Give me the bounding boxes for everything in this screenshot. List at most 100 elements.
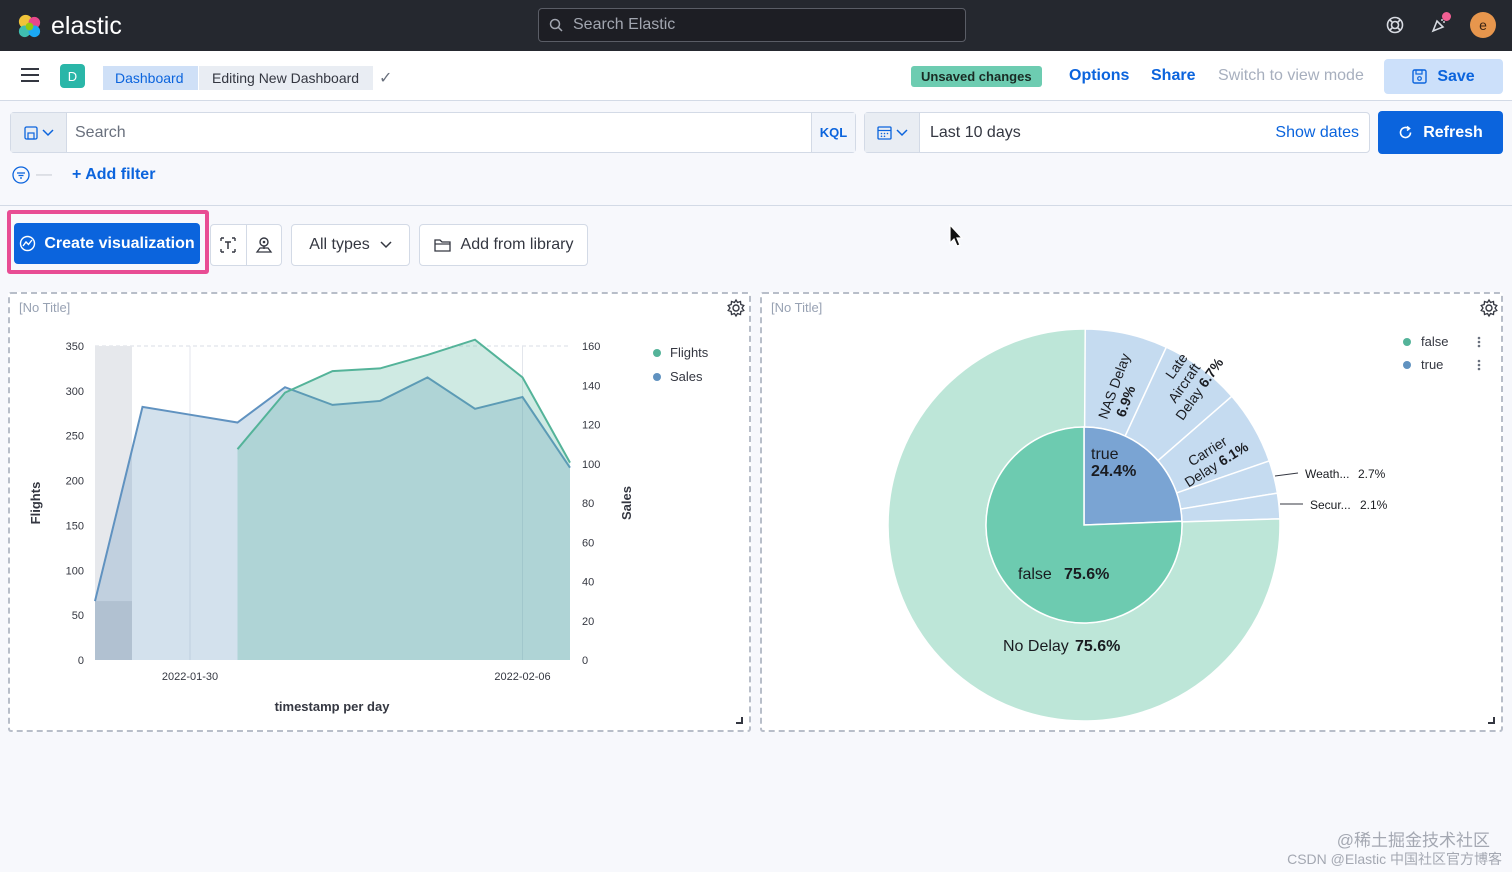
refresh-icon [1399,125,1412,139]
folder-icon [433,239,451,252]
breadcrumb-dashboard[interactable]: Dashboard [103,66,198,90]
legend-item: Flights [670,345,709,360]
area-chart: 0 50 100 150 200 250 300 350 0 20 40 60 80 100 120 140 1… [28,338,709,714]
y-tick-label: 150 [66,520,84,532]
quick-button-group [210,224,282,266]
chevron-down-icon [895,128,908,136]
pie-inner-label: false [1018,566,1052,583]
highlight-box [7,210,209,274]
query-search-input[interactable]: Search [75,123,126,141]
user-avatar[interactable]: e [1470,12,1496,38]
y2-tick-label: 80 [582,498,594,510]
flights-line [236,338,571,464]
y2-tick-label: 40 [582,577,594,589]
y2-axis-title: Sales [619,486,634,520]
panel-title: [No Title] [771,300,823,315]
notification-dot [1442,12,1451,21]
filter-menu-icon[interactable] [12,166,30,184]
pie-outer-value: 2.1% [1360,498,1388,512]
y2-tick-label: 100 [582,459,600,471]
partial-bucket [95,346,132,660]
chevron-down-icon [380,241,392,249]
query-language-button[interactable]: KQL [811,113,855,152]
switch-view-mode-link[interactable]: Switch to view mode [1218,67,1364,84]
add-from-library-label: Add from library [460,236,574,253]
quick-date-menu-button[interactable] [865,113,920,152]
query-bar: Search KQL [10,112,856,153]
create-visualization-label: Create visualization [44,234,195,252]
space-avatar[interactable]: D [60,64,85,88]
legend-dot [653,373,661,381]
options-link[interactable]: Options [1069,67,1130,84]
y-tick-label: 250 [66,431,84,443]
logo-text: elastic [51,12,122,40]
watermark-line2: CSDN @Elastic 中国社区官方博客 [1287,851,1502,867]
filter-separator: — [36,166,52,183]
legend-item: false [1421,334,1448,349]
legend-options-icon [1477,344,1481,348]
pie-outer-label: Secur... [1310,498,1351,512]
refresh-button[interactable]: Refresh [1378,111,1503,154]
legend-item: Sales [670,369,703,384]
text-icon[interactable] [211,225,247,265]
chevron-down-icon [41,128,54,136]
menu-icon[interactable] [21,68,39,83]
y-tick-label: 100 [66,565,84,577]
all-types-dropdown[interactable]: All types [291,224,410,266]
save-button[interactable]: Save [1384,59,1503,94]
panel-pie-chart: [No Title] true 24.4% false 75.6% No Delay … [760,292,1503,732]
pie-outer-value: 2.7% [1358,467,1386,481]
help-icon[interactable] [1382,12,1408,38]
date-picker: Last 10 days Show dates [864,112,1370,153]
flights-area [237,339,570,660]
show-dates-link[interactable]: Show dates [1275,123,1359,141]
y2-tick-label: 160 [582,341,600,353]
pie-outer-value: 75.6% [1075,638,1120,655]
maps-icon[interactable] [247,225,282,265]
saved-query-button[interactable] [11,113,67,152]
y-axis-title: Flights [28,482,43,525]
y-tick-label: 0 [78,655,84,667]
pie-outer-label: No Delay [1003,638,1069,655]
save-query-icon [23,125,38,140]
share-link[interactable]: Share [1151,67,1196,84]
y-tick-label: 300 [66,386,84,398]
global-search-input[interactable]: Search Elastic [538,8,966,42]
newsfeed-icon[interactable] [1426,12,1452,38]
time-range-text[interactable]: Last 10 days [930,123,1021,141]
pie-inner-value: 24.4% [1091,463,1136,480]
legend-dot [653,349,661,357]
add-filter-button[interactable]: + Add filter [72,166,156,183]
section-divider [0,205,1512,206]
y2-tick-label: 0 [582,655,588,667]
x-tick-label: 2022-01-30 [162,671,218,683]
y2-tick-label: 140 [582,380,600,392]
check-icon[interactable]: ✓ [379,70,393,87]
resize-handle[interactable] [736,717,743,724]
legend-options-icon [1477,363,1481,367]
save-icon [1412,69,1428,84]
y2-tick-label: 120 [582,420,600,432]
search-icon [549,18,563,32]
legend-options-icon [1477,359,1481,363]
calendar-icon [876,126,892,140]
pie-inner-slice [985,426,1183,624]
resize-handle[interactable] [1488,717,1495,724]
pie-inner-value: 75.6% [1064,566,1109,583]
global-search-placeholder: Search Elastic [573,16,676,33]
sales-line [94,376,571,602]
sales-area [95,377,570,660]
create-visualization-button[interactable]: Create visualization [14,223,200,264]
breadcrumb-current: Editing New Dashboard [199,66,374,90]
elastic-logo[interactable]: elastic [16,12,122,41]
panel-title: [No Title] [19,300,71,315]
gear-icon[interactable] [726,298,746,318]
y-tick-label: 50 [72,610,84,622]
x-tick-label: 2022-02-06 [494,671,550,683]
save-label: Save [1437,67,1475,85]
add-from-library-button[interactable]: Add from library [419,224,588,266]
app-nav-bar: D Dashboard Editing New Dashboard ✓ Unsa… [0,51,1512,101]
partial-bucket-overlay [95,601,132,660]
gear-icon[interactable] [1479,298,1499,318]
